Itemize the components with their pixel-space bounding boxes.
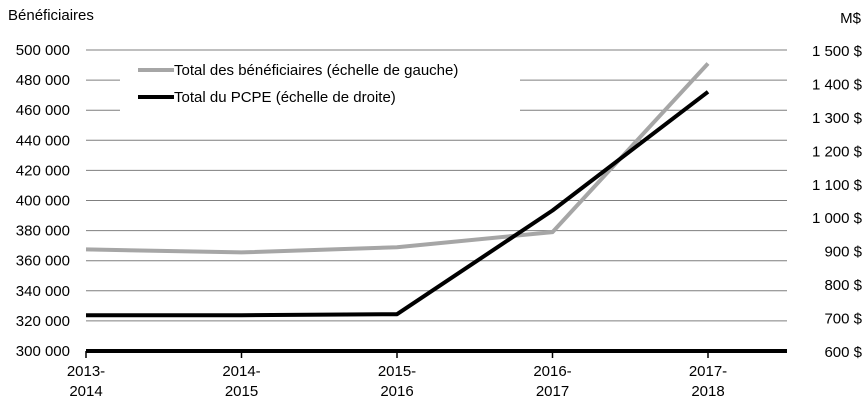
legend: Total des bénéficiaires (échelle de gauc… bbox=[120, 54, 520, 112]
left-tick-label: 420 000 bbox=[16, 162, 70, 179]
right-tick-label: 600 $ bbox=[824, 344, 862, 361]
left-tick-label: 380 000 bbox=[16, 223, 70, 240]
x-tick-label: 2013-2014 bbox=[67, 363, 105, 400]
left-tick-label: 460 000 bbox=[16, 102, 70, 119]
x-tick-labels: 2013-2014 2014-2015 2015-2016 2016-2017 2017… bbox=[67, 363, 727, 400]
right-tick-label: 1 300 $ bbox=[812, 110, 863, 127]
right-tick-label: 1 100 $ bbox=[812, 177, 863, 194]
x-tick-label: 2016-2017 bbox=[533, 363, 571, 400]
right-tick-label: 800 $ bbox=[824, 277, 862, 294]
series-line-beneficiaires bbox=[85, 62, 710, 255]
legend-box bbox=[120, 54, 520, 112]
x-tick-label: 2015-2016 bbox=[378, 363, 416, 400]
left-tick-label: 440 000 bbox=[16, 132, 70, 149]
left-tick-label: 400 000 bbox=[16, 193, 70, 210]
axes bbox=[85, 349, 787, 358]
x-tick-label: 2014-2015 bbox=[222, 363, 260, 400]
left-tick-label: 340 000 bbox=[16, 283, 70, 300]
gridlines bbox=[86, 49, 787, 322]
series-lines bbox=[85, 62, 710, 318]
right-tick-labels: 600 $ 700 $ 800 $ 900 $ 1 000 $ 1 100 $ 1 200 … bbox=[812, 43, 863, 361]
right-tick-label: 900 $ bbox=[824, 244, 862, 261]
legend-label-pcpe: Total du PCPE (échelle de droite) bbox=[174, 89, 396, 106]
left-axis-title: Bénéficiaires bbox=[8, 7, 94, 24]
series-line-pcpe bbox=[86, 90, 710, 318]
left-tick-label: 320 000 bbox=[16, 313, 70, 330]
left-tick-label: 360 000 bbox=[16, 253, 70, 270]
right-tick-label: 1 000 $ bbox=[812, 210, 863, 227]
left-tick-label: 500 000 bbox=[16, 42, 70, 59]
left-tick-labels: 300 000 320 000 340 000 360 000 380 000 400 0… bbox=[16, 42, 70, 360]
left-tick-label: 300 000 bbox=[16, 343, 70, 360]
x-tick-label: 2017-2018 bbox=[689, 363, 727, 400]
right-tick-label: 1 200 $ bbox=[812, 143, 863, 160]
right-tick-label: 1 500 $ bbox=[812, 43, 863, 60]
right-axis-title: M$ bbox=[840, 10, 861, 27]
left-tick-label: 480 000 bbox=[16, 72, 70, 89]
right-tick-label: 1 400 $ bbox=[812, 76, 863, 93]
legend-label-beneficiaires: Total des bénéficiaires (échelle de gauc… bbox=[174, 62, 458, 79]
right-tick-label: 700 $ bbox=[824, 311, 862, 328]
